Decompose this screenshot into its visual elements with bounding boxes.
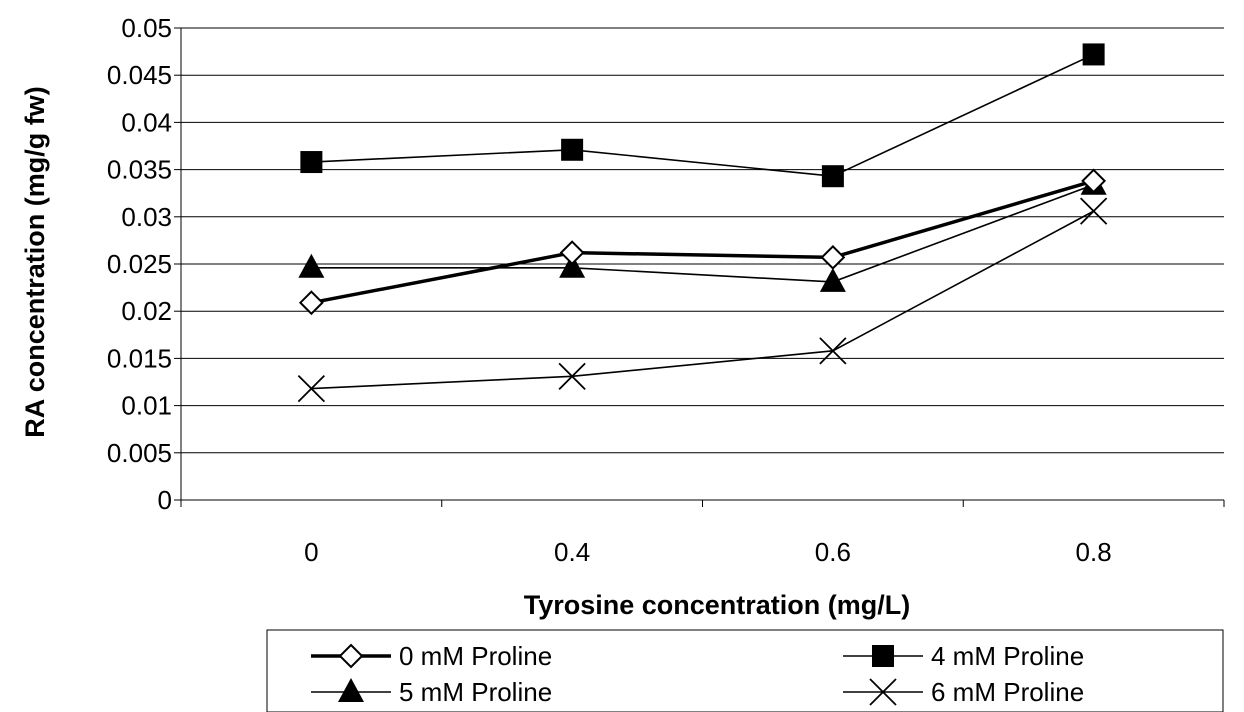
data-point <box>1081 168 1107 194</box>
x-tick-label: 0.8 <box>1076 537 1112 567</box>
y-tick-label: 0.035 <box>107 155 172 185</box>
y-tick-label: 0.01 <box>121 391 172 421</box>
series-line <box>311 183 1094 283</box>
data-point <box>298 290 324 316</box>
y-axis-title: RA concentration (mg/g fw) <box>20 86 50 438</box>
legend-item: 0 mM Proline <box>311 641 552 671</box>
data-point <box>559 253 586 278</box>
legend-swatch-marker <box>869 678 897 706</box>
data-point <box>300 151 323 174</box>
legend-label: 5 mM Proline <box>399 677 552 707</box>
legend-item: 6 mM Proline <box>843 677 1084 707</box>
axes <box>174 27 1225 507</box>
legend-label: 0 mM Proline <box>399 641 552 671</box>
x-axis-tick-labels: 0 0.4 0.6 0.8 <box>304 537 1112 567</box>
x-tick-label: 0.4 <box>554 537 590 567</box>
series-2 <box>300 43 1105 188</box>
data-point <box>819 267 846 292</box>
marker-stroke <box>1079 197 1108 225</box>
y-axis-tick-labels: 0 0.005 0.01 0.015 0.02 0.025 0.03 0.035 0.04 0.0… <box>107 13 172 515</box>
data-point <box>819 337 847 365</box>
series-group <box>297 43 1108 403</box>
marker-stroke <box>819 337 847 365</box>
y-tick-label: 0.04 <box>121 107 172 137</box>
y-tick-label: 0.03 <box>121 202 172 232</box>
y-tick-label: 0.015 <box>107 343 172 373</box>
marker-stroke <box>297 374 326 403</box>
y-tick-label: 0.045 <box>107 60 172 90</box>
data-point <box>558 362 586 390</box>
x-axis-title: Tyrosine concentration (mg/L) <box>524 590 911 620</box>
y-tick-label: 0.025 <box>107 249 172 279</box>
data-point <box>297 374 326 403</box>
y-tick-label: 0.02 <box>121 296 172 326</box>
series-line <box>311 53 1094 178</box>
marker-stroke <box>869 678 897 706</box>
legend-swatch-marker <box>338 643 364 669</box>
legend-item: 4 mM Proline <box>843 641 1084 671</box>
series-line <box>311 179 1095 305</box>
gridlines <box>181 27 1224 454</box>
y-tick-label: 0.05 <box>121 13 172 43</box>
legend: 0 mM Proline 4 mM Proline 5 mM Proline 6 mM… <box>266 629 1224 712</box>
data-point <box>561 138 584 161</box>
x-tick-label: 0 <box>304 537 318 567</box>
y-tick-label: 0 <box>158 485 172 515</box>
series-line <box>311 210 1095 390</box>
series-4 <box>297 197 1108 403</box>
series-3 <box>298 170 1107 292</box>
data-point <box>1079 197 1108 225</box>
legend-box <box>266 629 1224 712</box>
legend-item: 5 mM Proline <box>311 677 552 707</box>
legend-swatch-marker <box>872 645 894 667</box>
marker-stroke <box>558 362 586 390</box>
y-tick-label: 0.005 <box>107 438 172 468</box>
x-tick-label: 0.6 <box>815 537 851 567</box>
data-point <box>559 240 585 266</box>
data-point <box>821 165 844 188</box>
legend-label: 6 mM Proline <box>931 677 1084 707</box>
data-point <box>298 253 325 278</box>
series-1 <box>298 168 1107 316</box>
legend-label: 4 mM Proline <box>931 641 1084 671</box>
data-point <box>820 244 846 270</box>
data-point <box>1082 43 1105 66</box>
legend-swatch-marker <box>338 678 364 702</box>
